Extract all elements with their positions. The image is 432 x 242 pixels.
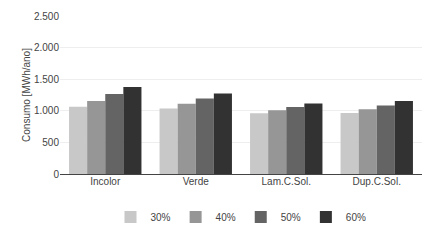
svg-text:Dup.C.Sol.: Dup.C.Sol. xyxy=(353,176,401,187)
svg-text:60%: 60% xyxy=(346,212,366,223)
svg-text:0: 0 xyxy=(53,169,59,180)
svg-text:40%: 40% xyxy=(216,212,236,223)
svg-text:Lam.C.Sol.: Lam.C.Sol. xyxy=(262,176,311,187)
svg-text:1.500: 1.500 xyxy=(34,74,59,85)
svg-text:500: 500 xyxy=(42,137,59,148)
svg-text:Consumo [MWh/ano]: Consumo [MWh/ano] xyxy=(21,48,32,142)
svg-text:2.000: 2.000 xyxy=(34,42,59,53)
svg-text:1.000: 1.000 xyxy=(34,105,59,116)
svg-text:Verde: Verde xyxy=(183,176,210,187)
svg-text:2.500: 2.500 xyxy=(34,11,59,22)
svg-text:30%: 30% xyxy=(151,212,171,223)
svg-text:Incolor: Incolor xyxy=(90,176,121,187)
svg-text:50%: 50% xyxy=(281,212,301,223)
